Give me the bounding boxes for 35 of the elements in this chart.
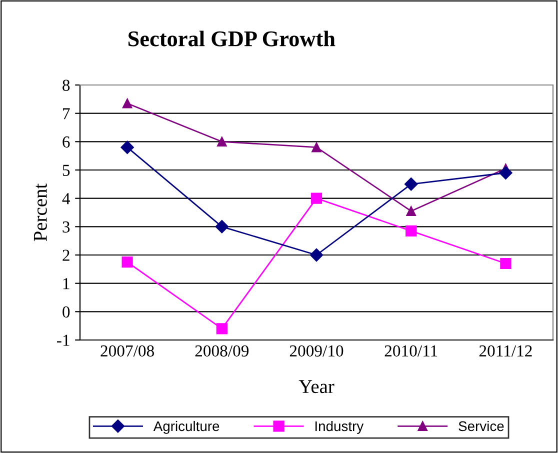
y-tick-label: 5 bbox=[62, 164, 70, 176]
point bbox=[216, 323, 228, 334]
point bbox=[404, 178, 418, 191]
x-tick-label: 2010/11 bbox=[384, 345, 438, 357]
y-tick-label: 6 bbox=[62, 136, 70, 148]
chart-title: Sectoral GDP Growth bbox=[128, 30, 336, 46]
point bbox=[500, 258, 512, 270]
point bbox=[122, 256, 133, 268]
point bbox=[499, 166, 512, 180]
y-tick-label: 1 bbox=[63, 278, 70, 290]
point bbox=[312, 142, 322, 152]
x-tick-label: 2011/12 bbox=[479, 345, 532, 357]
point bbox=[310, 192, 322, 204]
x-tick-label: 2009/10 bbox=[290, 345, 344, 357]
legend-label: Service bbox=[458, 420, 504, 432]
y-axis-title: Percent bbox=[34, 183, 47, 242]
point bbox=[120, 140, 134, 154]
point bbox=[406, 225, 417, 236]
point bbox=[122, 98, 132, 108]
y-tick-label: 3 bbox=[62, 221, 70, 233]
point bbox=[217, 136, 227, 147]
x-tick-label: 2008/09 bbox=[195, 345, 249, 357]
x-axis-title: Year bbox=[298, 380, 334, 394]
y-tick-label: 2 bbox=[62, 250, 70, 261]
point bbox=[310, 248, 324, 262]
legend-label: Industry bbox=[315, 420, 364, 434]
y-tick-label: 7 bbox=[63, 108, 70, 120]
y-tick-label: 4 bbox=[62, 193, 70, 204]
x-tick-label: 2007/08 bbox=[100, 345, 154, 357]
point bbox=[215, 220, 228, 234]
y-tick-label: -1 bbox=[57, 334, 70, 346]
legend-label: Agriculture bbox=[153, 420, 220, 434]
y-tick-label: 0 bbox=[62, 306, 70, 318]
point bbox=[406, 206, 416, 216]
y-tick-label: 8 bbox=[62, 80, 70, 91]
